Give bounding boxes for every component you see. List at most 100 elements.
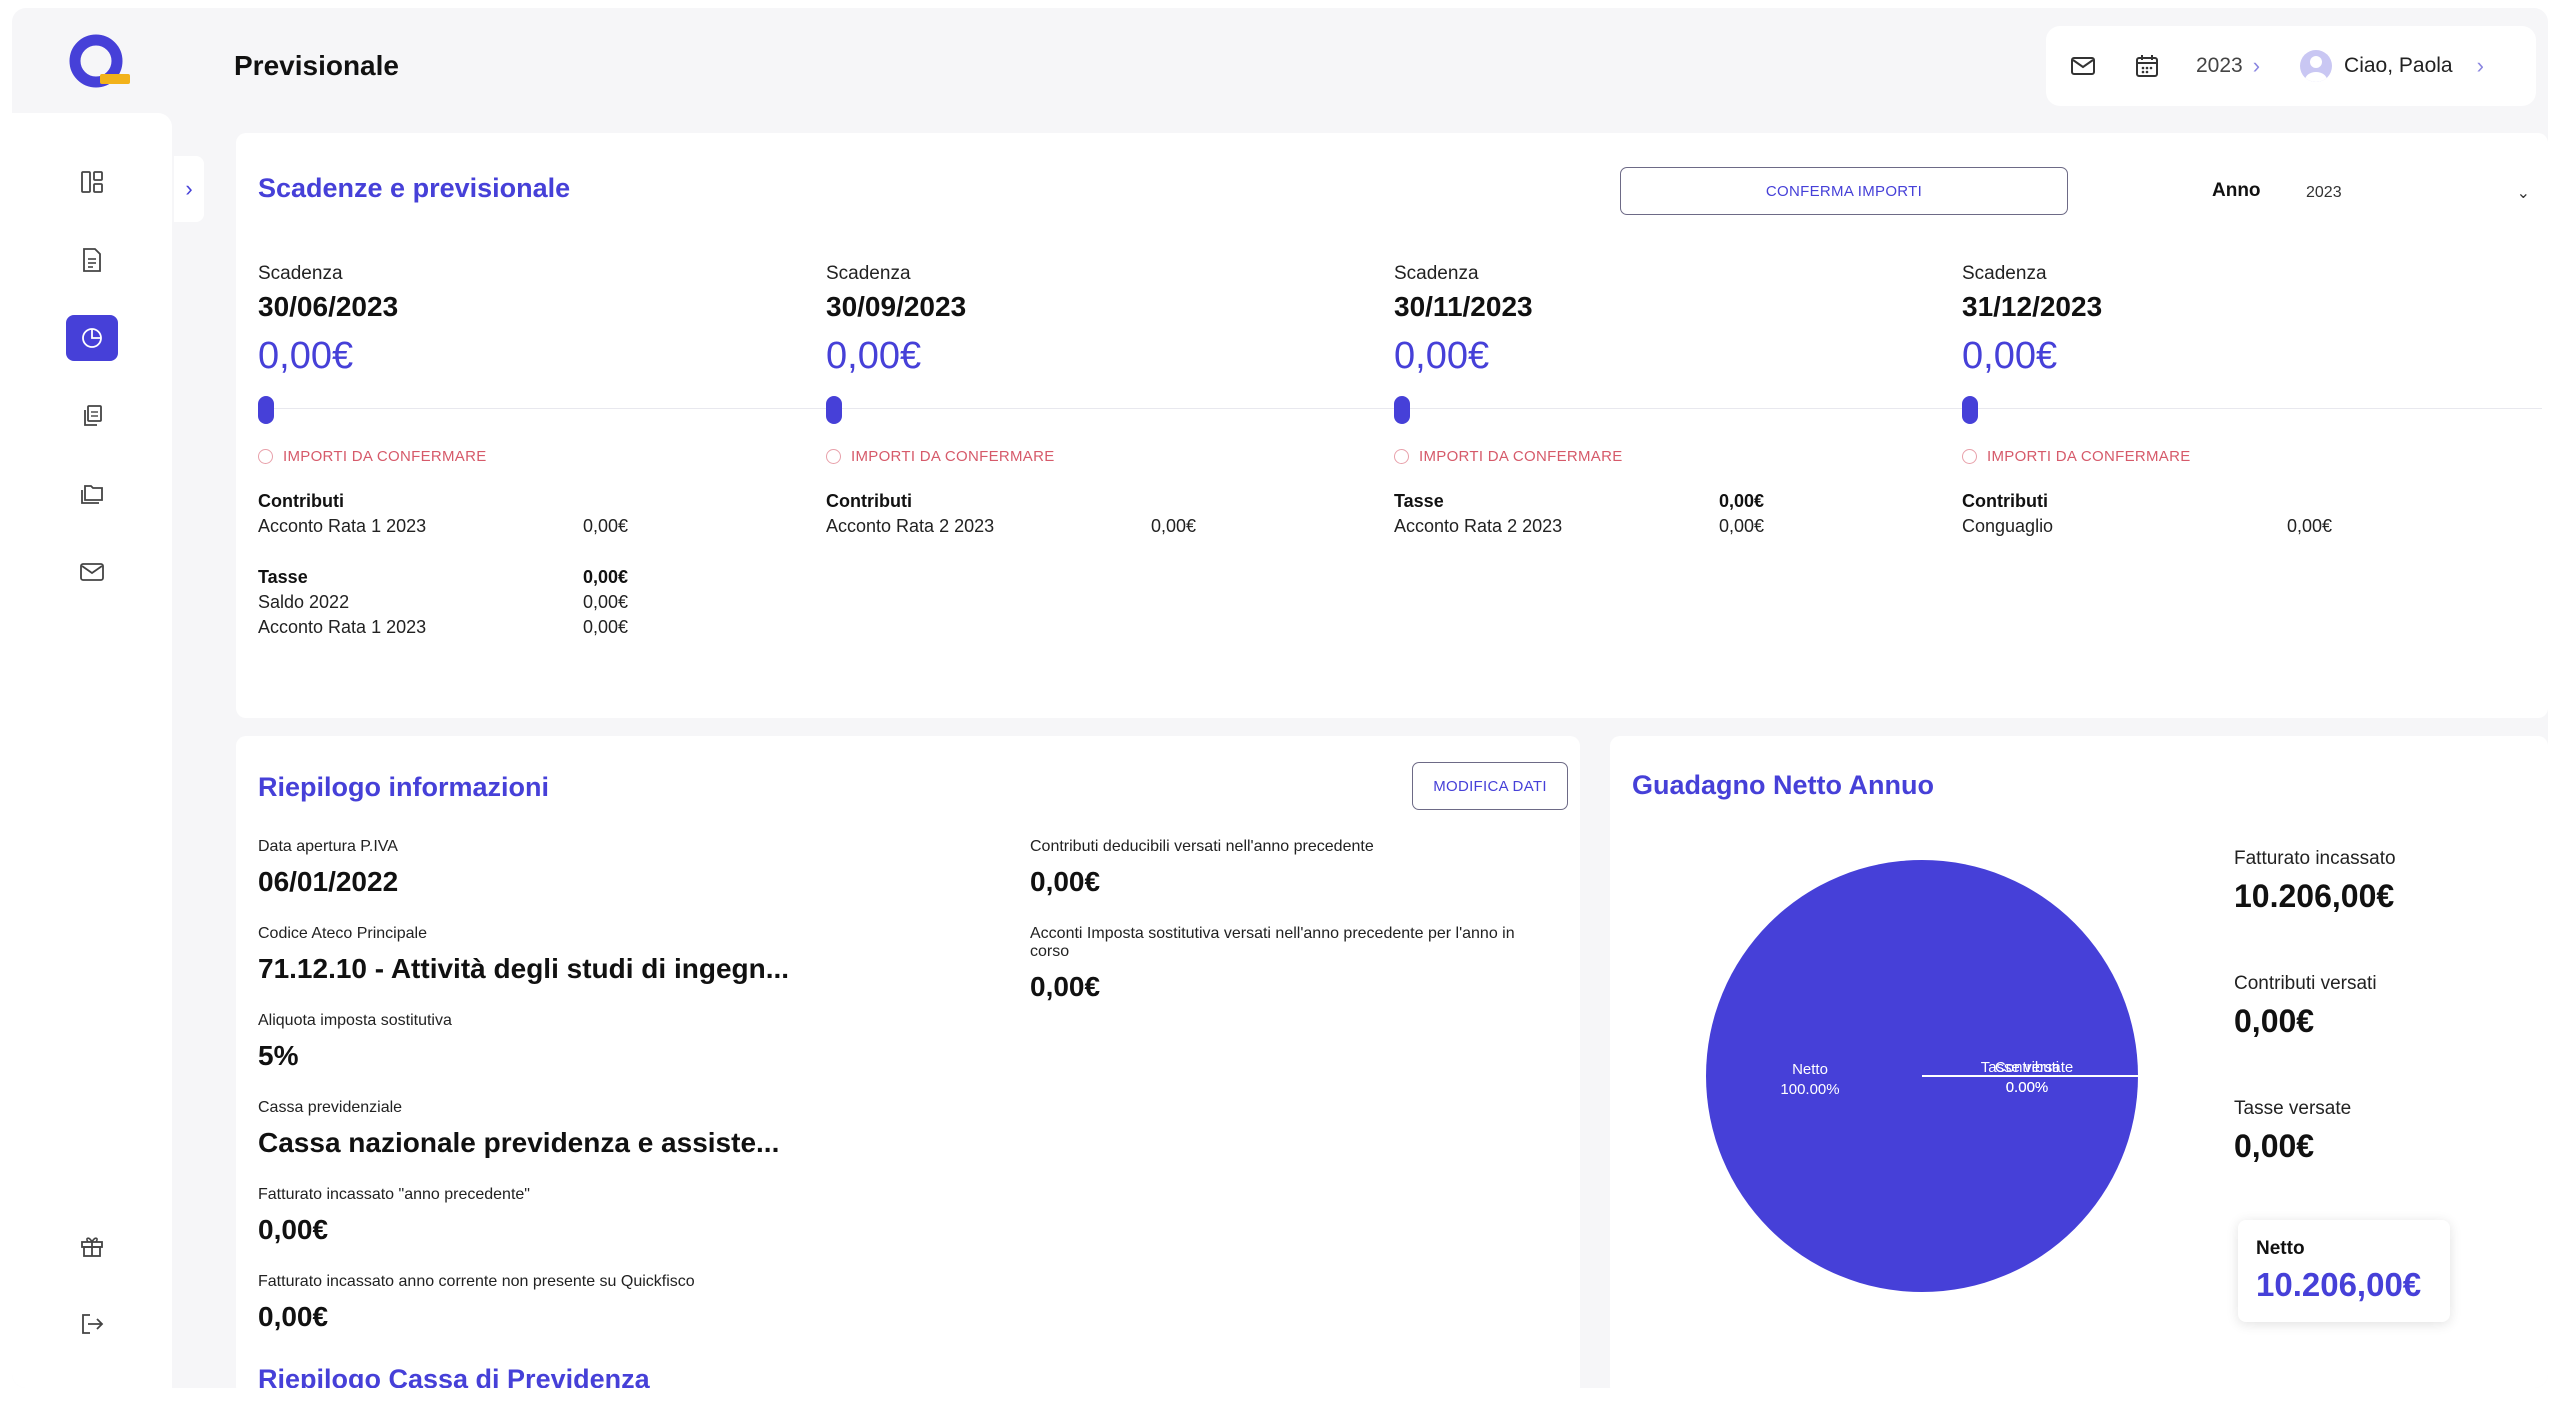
dashboard-icon xyxy=(81,171,103,193)
info-block: Contributi deducibili versati nell'anno … xyxy=(1030,838,1550,898)
status-badge: IMPORTI DA CONFERMARE xyxy=(1962,448,2522,465)
info-value: 0,00€ xyxy=(1030,971,1101,1002)
avatar[interactable] xyxy=(2300,50,2333,82)
chevron-right-icon: › xyxy=(185,176,193,201)
mail-icon[interactable] xyxy=(2068,51,2098,81)
sidebar-expand-button[interactable]: › xyxy=(174,156,204,222)
info-label: Fatturato incassato "anno precedente" xyxy=(258,1186,530,1203)
anno-select[interactable]: 2023 ⌄ xyxy=(2306,175,2530,211)
row-value: 0,00€ xyxy=(582,592,628,612)
info-label: Acconti Imposta sostitutiva versati nell… xyxy=(1030,925,1515,960)
group-row: Acconto Rata 1 2023 0,00€ xyxy=(258,615,628,640)
group-header: Tasse 0,00€ xyxy=(1394,489,1764,514)
status-text: IMPORTI DA CONFERMARE xyxy=(851,448,1055,465)
group-header: Contributi xyxy=(1962,489,2332,514)
row-label: Saldo 2022 xyxy=(258,592,350,612)
deadline-progress xyxy=(258,392,838,426)
group-row: Acconto Rata 1 2023 0,00€ xyxy=(258,514,628,539)
progress-marker xyxy=(258,396,274,424)
row-label: Conguaglio xyxy=(1962,516,2054,536)
deadline-progress xyxy=(826,392,1406,426)
row-label: Acconto Rata 2 2023 xyxy=(826,516,995,536)
kpi-value: 10.206,00€ xyxy=(2234,878,2395,914)
pie-label-name: Netto xyxy=(1792,1061,1828,1078)
deadline-amount: 0,00€ xyxy=(1394,335,1490,377)
warning-icon xyxy=(258,449,273,464)
sidebar-item-folders[interactable] xyxy=(66,471,118,517)
chevron-right-icon[interactable]: › xyxy=(2476,53,2484,78)
group-header: Tasse 0,00€ xyxy=(258,565,628,590)
deadline-label: Scadenza xyxy=(1394,263,1479,284)
row-label: Acconto Rata 1 2023 xyxy=(258,617,427,637)
progress-marker xyxy=(826,396,842,424)
sidebar-item-documents[interactable] xyxy=(66,237,118,283)
progress-marker xyxy=(1394,396,1410,424)
group-title: Contributi xyxy=(258,491,344,511)
info-label: Codice Ateco Principale xyxy=(258,925,427,942)
deadline-date: 30/09/2023 xyxy=(826,291,967,322)
deadline-group: Tasse 0,00€ Saldo 2022 0,00€ Acconto Rata 1 … xyxy=(258,565,628,640)
info-value: 0,00€ xyxy=(258,1301,329,1332)
sidebar-item-logout[interactable] xyxy=(66,1301,118,1347)
status-text: IMPORTI DA CONFERMARE xyxy=(1987,448,2191,465)
user-greeting[interactable]: Ciao, Paola xyxy=(2344,54,2453,77)
row-label: Acconto Rata 1 2023 xyxy=(258,516,427,536)
quickfisco-logo[interactable] xyxy=(60,26,140,96)
deadline-progress xyxy=(1394,392,1974,426)
riepilogo-cassa-title: Riepilogo Cassa di Previdenza xyxy=(258,1364,650,1388)
status-badge: IMPORTI DA CONFERMARE xyxy=(826,448,1386,465)
deadline-label: Scadenza xyxy=(258,263,343,284)
deadline-date: 30/11/2023 xyxy=(1394,291,1533,322)
info-label: Data apertura P.IVA xyxy=(258,838,398,855)
status-text: IMPORTI DA CONFERMARE xyxy=(283,448,487,465)
status-badge: IMPORTI DA CONFERMARE xyxy=(258,448,818,465)
year-selector[interactable]: 2023 xyxy=(2196,54,2243,77)
pie-label-name: Contributi xyxy=(1995,1059,2059,1076)
netto-value: 10.206,00€ xyxy=(2256,1266,2422,1303)
status-text: IMPORTI DA CONFERMARE xyxy=(1419,448,1623,465)
anno-label: Anno xyxy=(2212,180,2261,201)
sidebar-item-copies[interactable] xyxy=(66,393,118,439)
calendar-icon[interactable] xyxy=(2132,51,2162,81)
row-value: 0,00€ xyxy=(1150,516,1196,536)
deadline-group: Tasse 0,00€ Acconto Rata 2 2023 0,00€ xyxy=(1394,489,1764,539)
logout-icon xyxy=(82,1314,104,1334)
mail-icon xyxy=(80,563,104,581)
sidebar-item-gift[interactable] xyxy=(66,1223,118,1269)
group-row: Saldo 2022 0,00€ xyxy=(258,590,628,615)
edit-data-button[interactable]: MODIFICA DATI xyxy=(1412,762,1568,810)
status-badge: IMPORTI DA CONFERMARE xyxy=(1394,448,1954,465)
row-value: 0,00€ xyxy=(582,516,628,536)
deadline-date: 31/12/2023 xyxy=(1962,291,2103,322)
group-title: Tasse xyxy=(258,567,308,587)
deadline-date: 30/06/2023 xyxy=(258,291,399,322)
riepilogo-title: Riepilogo informazioni xyxy=(258,772,549,802)
group-title: Contributi xyxy=(826,491,912,511)
deadline-label: Scadenza xyxy=(1962,263,2047,284)
chevron-down-icon: ⌄ xyxy=(2516,185,2530,202)
sidebar-item-previsionale[interactable] xyxy=(66,315,118,361)
sidebar-item-dashboard[interactable] xyxy=(66,159,118,205)
info-block: Data apertura P.IVA 06/01/2022 xyxy=(258,838,398,898)
group-header: Contributi xyxy=(826,489,1196,514)
progress-track xyxy=(826,408,1406,409)
sidebar-item-mail[interactable] xyxy=(66,549,118,595)
kpi-value: 0,00€ xyxy=(2234,1128,2315,1164)
info-value: Cassa nazionale previdenza e assiste... xyxy=(258,1127,780,1158)
pie-chart-icon xyxy=(82,328,102,348)
warning-icon xyxy=(826,449,841,464)
anno-select-value: 2023 xyxy=(2306,184,2342,201)
guadagno-title: Guadagno Netto Annuo xyxy=(1632,770,1934,800)
group-row: Conguaglio 0,00€ xyxy=(1962,514,2332,539)
info-value: 0,00€ xyxy=(1030,866,1101,897)
deadline-amount: 0,00€ xyxy=(1962,335,2058,377)
info-label: Cassa previdenziale xyxy=(258,1099,403,1116)
row-label: Acconto Rata 2 2023 xyxy=(1394,516,1563,536)
copy-documents-icon xyxy=(84,405,102,426)
pie-label-percent: 100.00% xyxy=(1780,1081,1839,1098)
progress-track xyxy=(1394,408,1974,409)
chevron-right-icon[interactable]: › xyxy=(2252,53,2261,78)
riepilogo-card: Riepilogo informazioni MODIFICA DATI Dat… xyxy=(236,736,1580,1388)
confirm-amounts-button[interactable]: CONFERMA IMPORTI xyxy=(1620,167,2068,215)
info-block: Fatturato incassato "anno precedente" 0,0… xyxy=(258,1186,530,1246)
